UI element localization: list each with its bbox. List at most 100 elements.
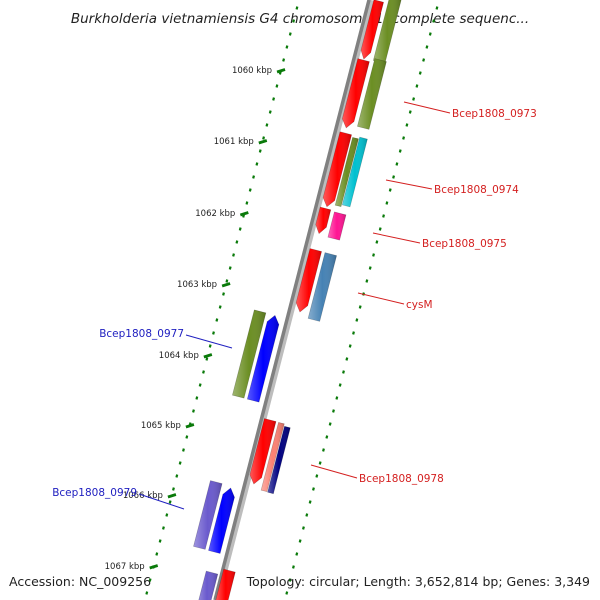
forward-slot-dot: [345, 357, 349, 361]
forward-slot-dot: [372, 253, 375, 257]
forward-slot-dot: [325, 435, 329, 439]
reverse-slot-dot: [272, 97, 276, 101]
forward-slot-dot: [382, 214, 385, 218]
kbp-tick-label: 1067 kbp: [105, 562, 145, 572]
forward-slot-dot: [305, 513, 309, 517]
reverse-slot-dot: [198, 383, 202, 387]
forward-slot-dot: [378, 227, 382, 231]
reverse-slot-dot: [178, 461, 182, 465]
kbp-tick: 1063 kbp: [177, 280, 231, 290]
gene-label-text[interactable]: Bcep1808_0977: [99, 328, 184, 340]
reverse-slot-dot: [162, 526, 165, 530]
kbp-tick: 1060 kbp: [232, 66, 286, 76]
olive-feature-bar[interactable]: [232, 309, 267, 399]
forward-slot-dot: [318, 461, 322, 465]
gene-label-bcep1808_0975[interactable]: Bcep1808_0975: [372, 232, 507, 250]
forward-slot-dot: [435, 6, 439, 10]
reverse-slot-dot: [158, 539, 162, 543]
forward-slot-dot: [328, 422, 332, 426]
slateblue-feature-bar[interactable]: [196, 570, 219, 600]
forward-gene-arrow[interactable]: [249, 418, 277, 485]
forward-slot-dot: [355, 318, 359, 322]
forward-slot-dot: [358, 305, 362, 309]
steelblue-feature-bar[interactable]: [307, 252, 337, 322]
reverse-slot-dot: [185, 435, 189, 439]
sequence-backbone: [213, 0, 374, 600]
salmon-feature-bar[interactable]: [260, 422, 285, 492]
forward-slot-dot: [405, 123, 409, 127]
gene-label-text[interactable]: Bcep1808_0973: [452, 108, 537, 120]
gene-label-bcep1808_0979[interactable]: Bcep1808_0979: [52, 487, 185, 510]
reverse-slot-dot: [182, 448, 185, 452]
reverse-slot-dot: [265, 123, 269, 127]
reverse-slot-dot: [268, 110, 272, 114]
kbp-tick: 1066 kbp: [123, 491, 177, 501]
forward-slot-dot: [368, 266, 372, 270]
reverse-slot-dot: [258, 149, 262, 153]
reverse-slot-dot: [195, 396, 199, 400]
accession-text: Accession: NC_009256: [9, 574, 151, 589]
kbp-tick: 1062 kbp: [195, 209, 249, 219]
forward-slot-dot: [402, 136, 406, 140]
forward-slot-dot: [332, 409, 335, 413]
kbp-tick-label: 1066 kbp: [123, 491, 163, 501]
forward-gene-arrow[interactable]: [322, 131, 352, 208]
gene-label-bcep1808_0974[interactable]: Bcep1808_0974: [385, 179, 519, 196]
olive-feature-bar[interactable]: [357, 58, 387, 130]
reverse-slot-dot: [218, 305, 222, 309]
forward-slot-dot: [285, 591, 289, 595]
gene-label-text[interactable]: Bcep1808_0979: [52, 487, 137, 499]
kbp-tick-label: 1061 kbp: [214, 137, 254, 147]
gene-label-text[interactable]: Bcep1808_0978: [359, 473, 444, 485]
kbp-tick-label: 1060 kbp: [232, 66, 272, 76]
reverse-slot-dot: [255, 162, 259, 166]
reverse-gene-arrow[interactable]: [246, 314, 280, 403]
forward-slot-dot: [308, 500, 312, 504]
gene-label-bcep1808_0978[interactable]: Bcep1808_0978: [310, 464, 444, 485]
reverse-slot-dot: [245, 201, 249, 205]
reverse-slot-dot: [222, 292, 225, 296]
gene-label-text[interactable]: Bcep1808_0975: [422, 238, 507, 250]
gene-label-text[interactable]: Bcep1808_0974: [434, 184, 519, 196]
forward-slot-dot: [375, 240, 379, 244]
kbp-tick-label: 1065 kbp: [141, 421, 181, 431]
gene-labels: Bcep1808_0973 Bcep1808_0974 Bcep1808_0975c…: [52, 101, 537, 510]
forward-slot-dot: [312, 487, 315, 491]
forward-gene-arrow[interactable]: [295, 248, 322, 313]
gene-label-bcep1808_0973[interactable]: Bcep1808_0973: [403, 101, 537, 120]
forward-slot-dot: [335, 396, 339, 400]
magenta-feature-bar[interactable]: [327, 211, 347, 241]
forward-slot-dot: [295, 552, 299, 556]
reverse-slot-dot: [225, 279, 229, 283]
reverse-slot-dot: [175, 474, 179, 478]
reverse-slot-dot: [248, 188, 252, 192]
reverse-slot-dot: [292, 19, 296, 23]
reverse-slot-dot: [288, 32, 292, 36]
reverse-slot-dot: [232, 253, 235, 257]
reverse-gene-arrow[interactable]: [208, 487, 235, 554]
forward-gene-arrow[interactable]: [315, 206, 332, 235]
reverse-slot-dot: [168, 500, 172, 504]
forward-slot-dot: [398, 149, 402, 153]
kbp-tick-label: 1064 kbp: [159, 351, 199, 361]
reverse-slot-dot: [172, 487, 175, 491]
kbp-tick-label: 1062 kbp: [195, 209, 235, 219]
reverse-slot-dot: [262, 136, 266, 140]
forward-gene-arrow[interactable]: [341, 58, 370, 129]
forward-slot-dot: [385, 201, 389, 205]
gene-label-cysm[interactable]: cysM: [357, 292, 433, 311]
olive-feature-bar[interactable]: [334, 137, 359, 207]
reverse-slot-dot: [252, 175, 256, 179]
forward-slot-dot: [395, 162, 399, 166]
slateblue-feature-bar[interactable]: [193, 480, 223, 550]
reverse-slot-dot: [295, 6, 299, 10]
gene-label-text[interactable]: cysM: [406, 299, 433, 311]
forward-gene-arrow[interactable]: [360, 0, 384, 60]
gene-label-bcep1808_0977[interactable]: Bcep1808_0977: [99, 328, 233, 349]
cyan-feature-bar[interactable]: [341, 136, 368, 208]
navy-feature-bar[interactable]: [267, 425, 291, 495]
forward-gene-arrow[interactable]: [215, 568, 236, 600]
reverse-slot-dot: [285, 45, 289, 49]
